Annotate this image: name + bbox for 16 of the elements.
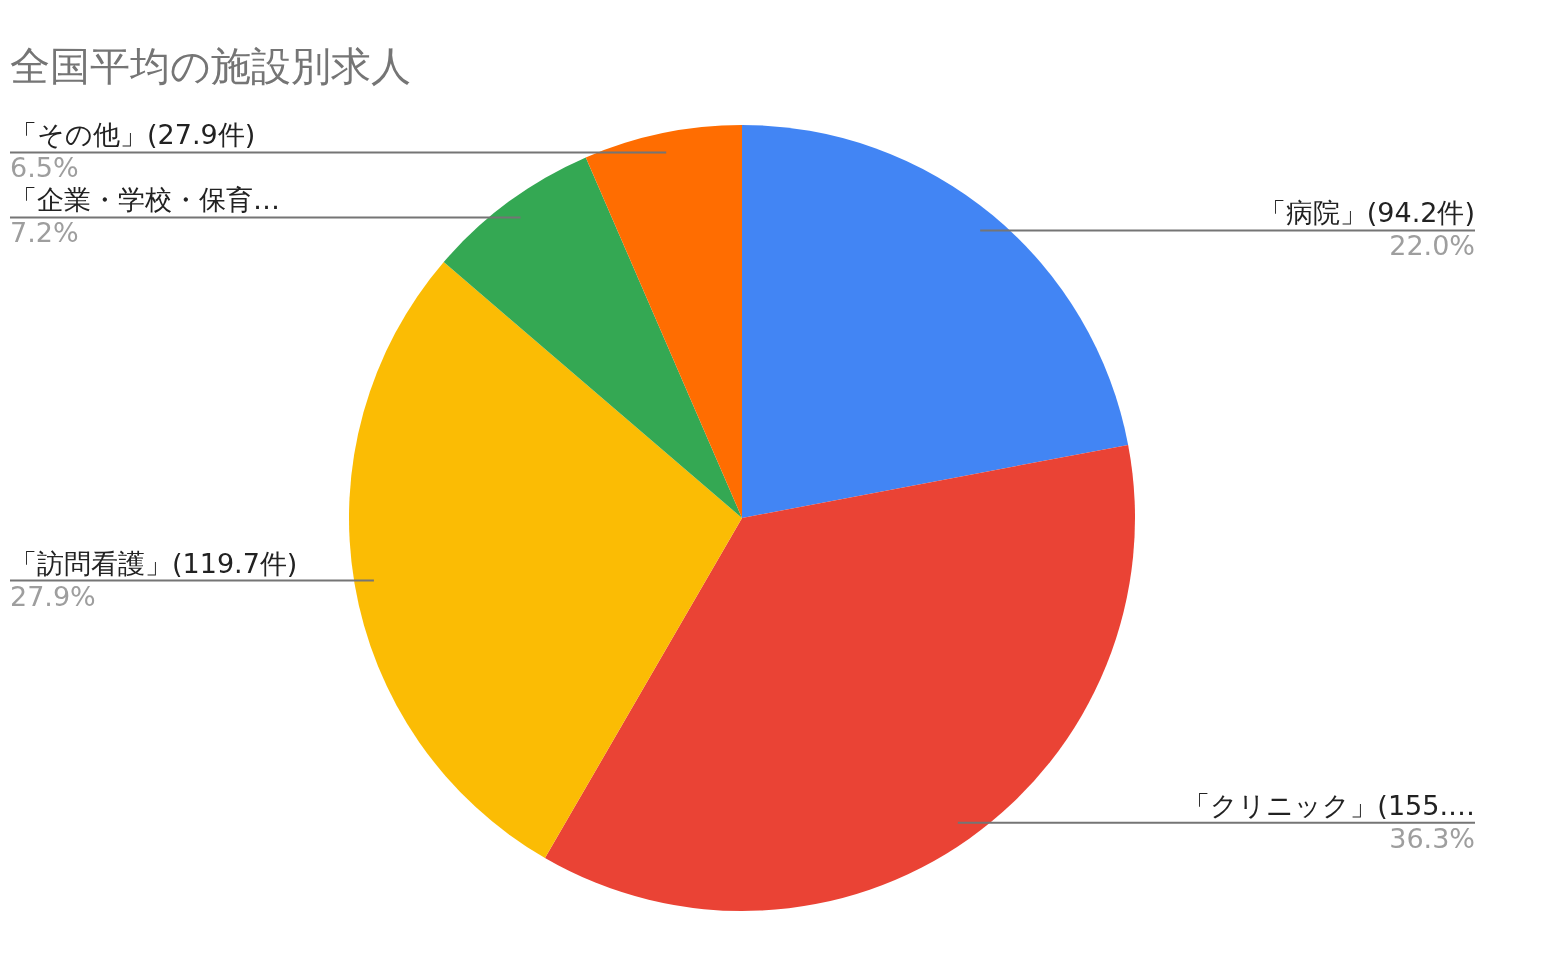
slice-label: 「訪問看護」(119.7件) xyxy=(10,547,298,579)
slice-label: 「その他」(27.9件) xyxy=(10,119,256,151)
pie-slice xyxy=(742,125,1129,518)
pie-slice xyxy=(349,262,742,859)
pie-slice xyxy=(544,444,1135,911)
data-label: 27.9% xyxy=(10,580,96,612)
pie-slice xyxy=(585,125,742,518)
data-label: 36.3% xyxy=(1389,822,1475,854)
data-label: 22.0% xyxy=(1389,230,1475,262)
chart-title: 全国平均の施設別求人 xyxy=(10,43,411,89)
slice-label: 「企業・学校・保育… xyxy=(10,184,280,216)
slice-label: 「病院」(94.2件) xyxy=(1258,197,1475,229)
data-label: 6.5% xyxy=(10,152,79,184)
slice-label: 「クリニック」(155.… xyxy=(1183,789,1475,821)
data-label: 7.2% xyxy=(10,217,79,249)
pie-slice xyxy=(443,157,742,518)
